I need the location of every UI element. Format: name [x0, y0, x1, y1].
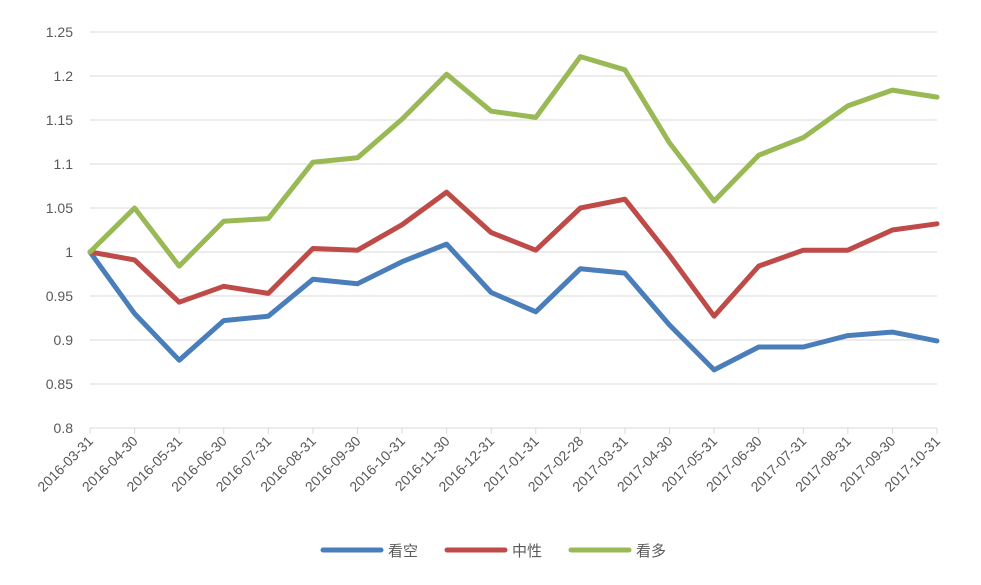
legend: 看空 中性 看多 — [320, 543, 666, 560]
y-tick-label: 1 — [65, 244, 73, 260]
grid-layer — [90, 31, 937, 385]
y-tick-label: 1.05 — [46, 200, 73, 216]
series-line-1 — [87, 241, 940, 373]
y-tick-label: 0.8 — [54, 420, 74, 436]
y-tick-label: 1.25 — [46, 24, 73, 40]
y-axis-tick-labels: 0.8 0.85 0.9 0.95 1 1.05 1.1 1.15 1.2 1.25 — [46, 24, 73, 436]
series-line-2 — [87, 189, 940, 319]
legend-entry: 中性 — [444, 543, 542, 560]
legend-label: 看空 — [388, 543, 418, 560]
y-tick-label: 1.15 — [46, 112, 73, 128]
legend-label: 中性 — [512, 543, 542, 560]
legend-entry: 看多 — [568, 543, 666, 560]
series-line-3 — [87, 54, 940, 269]
legend-label: 看多 — [636, 543, 666, 560]
x-axis: 2016-03-312016-04-302016-05-312016-06-30… — [34, 427, 943, 495]
legend-entry: 看空 — [320, 543, 418, 560]
y-tick-label: 0.95 — [46, 288, 73, 304]
series-layer — [87, 54, 940, 373]
y-tick-label: 0.85 — [46, 376, 73, 392]
y-tick-label: 1.1 — [54, 156, 74, 172]
y-tick-label: 1.2 — [54, 68, 74, 84]
y-tick-label: 0.9 — [54, 332, 74, 348]
